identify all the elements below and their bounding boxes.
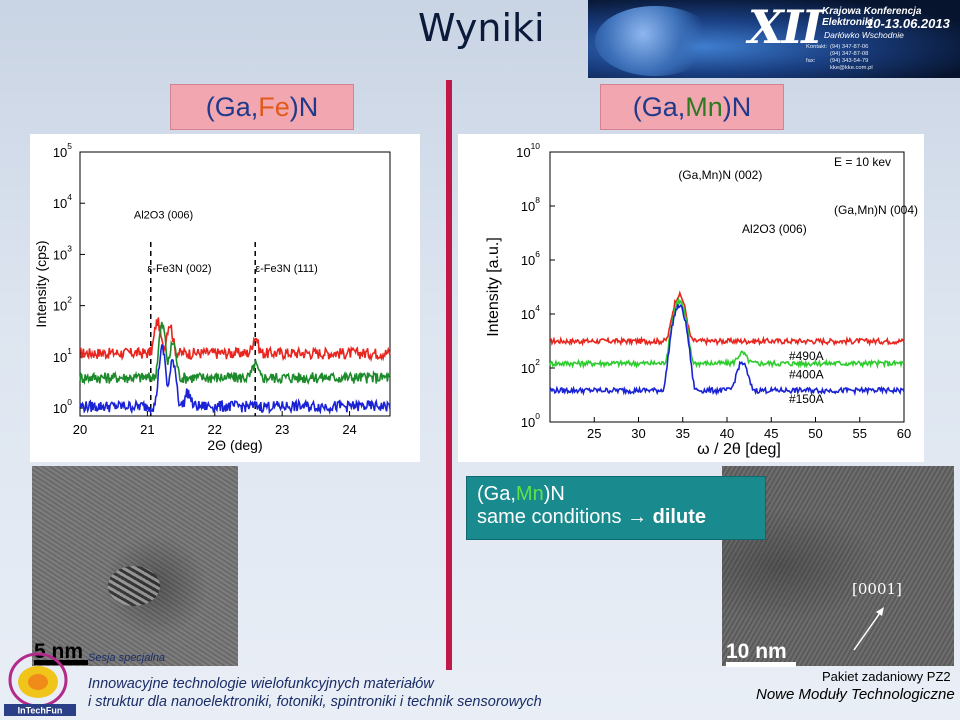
tem-inclusion: [108, 566, 160, 606]
annotation-label: E = 10 kev: [834, 155, 891, 169]
y-tick-label: 105: [53, 141, 72, 160]
left-chart-panel: 20 21 22 23 24 100 101 102 103 104 105 2Θ (deg) Inte…: [30, 134, 420, 462]
y-tick-exponent: 0: [535, 411, 540, 421]
annotation-label: #150A: [789, 392, 824, 406]
x-tick-label: 22: [208, 422, 222, 437]
x-tick-label: 21: [140, 422, 154, 437]
series-line: [549, 303, 905, 397]
series-line: [79, 321, 391, 386]
y-tick-exponent: 4: [67, 192, 72, 202]
scale-bar-right: [726, 662, 796, 667]
x-tick-label: 45: [764, 426, 778, 441]
x-tick-label: 30: [631, 426, 645, 441]
x-tick-label: 60: [897, 426, 911, 441]
svg-text:InTechFun: InTechFun: [18, 706, 63, 716]
y-tick-exponent: 6: [535, 249, 540, 259]
y-tick-exponent: 2: [67, 295, 72, 305]
annotation-label: Al2O3 (006): [134, 210, 193, 222]
footer-package: Pakiet zadaniowy PZ2: [822, 669, 951, 684]
series-line: [79, 317, 391, 363]
x-tick-label: 23: [275, 422, 289, 437]
x-tick-label: 50: [808, 426, 822, 441]
contact-row: (94) 347-87-08: [830, 51, 869, 57]
footer-session: Sesja specjalna: [88, 652, 166, 664]
y-tick-exponent: 3: [67, 243, 72, 253]
y-tick-label: 103: [53, 243, 72, 262]
callout-title: (Ga,Mn)N: [477, 483, 565, 505]
right-chart-panel: 25 30 35 40 45 50 55 60 100 102 104 106 108 1010 ω / 2…: [458, 134, 924, 462]
label-ga-fe-n: (Ga,Fe)N: [170, 84, 354, 130]
series-line: [549, 296, 905, 370]
annotation-label: ε-Fe3N (002): [147, 263, 211, 275]
x-axis-label: 2Θ (deg): [207, 437, 262, 453]
slide-title: Wyniki: [418, 6, 545, 50]
banner-roman-numeral: XII: [748, 0, 823, 54]
y-tick-exponent: 1: [67, 346, 72, 356]
scale-label-left: 5 nm: [34, 640, 84, 663]
label-ga-mn-n: (Ga,Mn)N: [600, 84, 784, 130]
callout-text: same conditions → dilute: [477, 506, 706, 528]
y-tick-label: 1010: [516, 141, 540, 160]
y-tick-label: 102: [521, 357, 540, 376]
banner-dates: 10-13.06.2013: [866, 16, 950, 31]
banner-contacts: Kontakt: (94) 347-87-06 (94) 347-87-08 fa…: [806, 44, 873, 72]
x-tick-label: 20: [73, 422, 87, 437]
series-line: [549, 290, 905, 347]
annotation-label: (Ga,Mn)N (002): [678, 168, 762, 182]
y-tick-label: 100: [53, 397, 72, 416]
dilute-callout: (Ga,Mn)N same conditions → dilute: [466, 476, 766, 540]
y-tick-label: 104: [53, 192, 72, 211]
y-tick-label: 101: [53, 346, 72, 365]
x-tick-label: 55: [853, 426, 867, 441]
footer-project-line1: Innowacyjne technologie wielofunkcyjnych…: [88, 676, 434, 692]
contact-row: Kontakt: (94) 347-87-06: [806, 44, 869, 50]
contact-row: fax: (94) 343-54-79: [806, 58, 869, 64]
y-axis-label: Intensity [a.u.]: [485, 237, 502, 337]
y-tick-label: 104: [521, 303, 540, 322]
annotation-label: Al2O3 (006): [742, 222, 807, 236]
annotation-label: ε-Fe3N (111): [255, 263, 318, 275]
y-tick-exponent: 4: [535, 303, 540, 313]
x-tick-label: 25: [587, 426, 601, 441]
x-tick-label: 24: [342, 422, 356, 437]
plot-frame: [549, 151, 905, 423]
vertical-divider: [446, 80, 452, 670]
x-tick-label: 40: [720, 426, 734, 441]
y-axis-label: Intensity (cps): [33, 240, 49, 327]
plot-frame: [79, 151, 391, 417]
annotation-label: #400A: [789, 368, 824, 382]
globe-icon: [595, 6, 715, 76]
y-tick-label: 100: [521, 411, 540, 430]
direction-label: [0001]: [852, 580, 902, 598]
contact-row: kke@kke.com.pl: [830, 65, 873, 71]
annotation-label: (Ga,Mn)N (004): [834, 203, 918, 217]
y-tick-exponent: 10: [531, 141, 541, 151]
banner-conference-name: Krajowa Konferencja Elektroniki: [822, 6, 922, 28]
scale-bar-left: [34, 660, 88, 665]
y-tick-exponent: 0: [67, 397, 72, 407]
x-axis-label: ω / 2θ [deg]: [697, 441, 781, 458]
x-tick-label: 35: [676, 426, 690, 441]
annotation-label: #490A: [789, 349, 824, 363]
series-line: [79, 344, 391, 415]
y-tick-exponent: 2: [535, 357, 540, 367]
y-tick-label: 108: [521, 195, 540, 214]
y-tick-exponent: 8: [535, 195, 540, 205]
banner-place: Darłówko Wschodnie: [824, 30, 904, 40]
footer-modules: Nowe Moduły Technologiczne: [756, 686, 955, 703]
y-tick-exponent: 5: [67, 141, 72, 151]
y-tick-label: 102: [53, 295, 72, 314]
intechfun-logo: InTechFun: [4, 652, 76, 716]
y-tick-label: 106: [521, 249, 540, 268]
scale-label-right: 10 nm: [726, 640, 787, 663]
direction-arrow-icon: [853, 607, 884, 651]
arrow-right-icon: →: [627, 506, 648, 528]
footer-project-line2: i struktur dla nanoelektroniki, fotoniki…: [88, 694, 542, 710]
